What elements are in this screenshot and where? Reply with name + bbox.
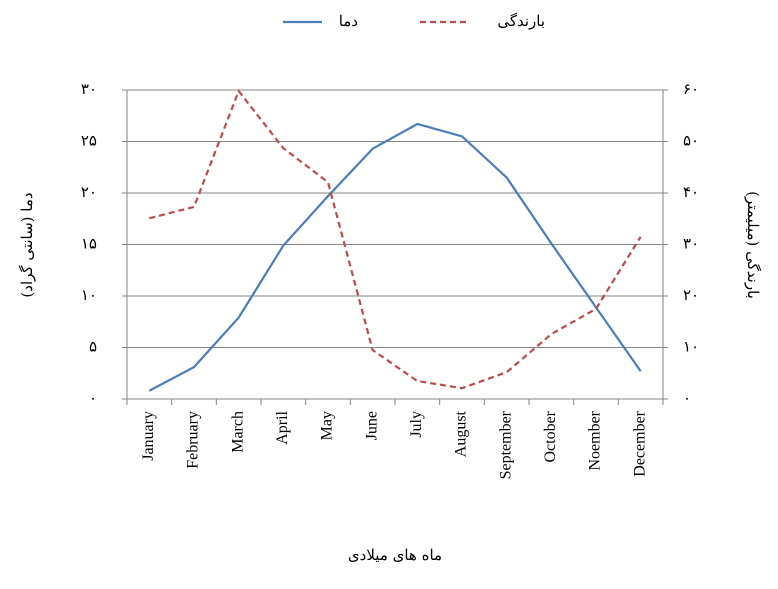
y-tick-label: ۲۰ (81, 183, 97, 201)
x-tick-label: September (497, 410, 514, 479)
x-tick-label: May (319, 411, 336, 440)
x-tick-label: April (274, 410, 291, 444)
legend-label: دما (339, 12, 358, 30)
y-tick-label: ۳۰ (81, 80, 97, 98)
x-tick-label: June (363, 411, 380, 440)
y2-tick-label: ۱۰ (683, 338, 699, 356)
x-tick-label: January (140, 411, 157, 461)
y2-axis-title: بارندگی (میلیمتر) (744, 191, 762, 299)
x-tick-label: July (408, 411, 425, 438)
x-tick-label: February (185, 411, 202, 469)
x-tick-label: Noember (587, 410, 604, 470)
y2-tick-label: ۳۰ (683, 235, 699, 253)
x-tick-label: December (631, 410, 648, 476)
y-axis-title: دما (سانتی گراد) (18, 192, 36, 297)
y-tick-label: ۵ (89, 338, 97, 356)
x-axis-title: ماه های میلادی (348, 546, 442, 564)
y2-tick-label: ۵۰ (683, 132, 699, 150)
data-line (148, 122, 642, 392)
y-tick-label: ۰ (89, 389, 97, 407)
x-tick-label: October (542, 410, 559, 462)
x-tick-label: March (229, 411, 246, 453)
y2-tick-label: ۶۰ (683, 80, 699, 98)
legend-label: بارندگی (497, 12, 545, 30)
y2-tick-label: ۰ (683, 389, 691, 407)
y-tick-label: ۲۵ (81, 132, 97, 150)
y2-tick-label: ۲۰ (683, 286, 699, 304)
x-tick-label: August (453, 410, 470, 457)
y2-tick-label: ۴۰ (683, 183, 699, 201)
y-tick-label: ۱۰ (81, 286, 97, 304)
y-tick-label: ۱۵ (81, 235, 97, 253)
